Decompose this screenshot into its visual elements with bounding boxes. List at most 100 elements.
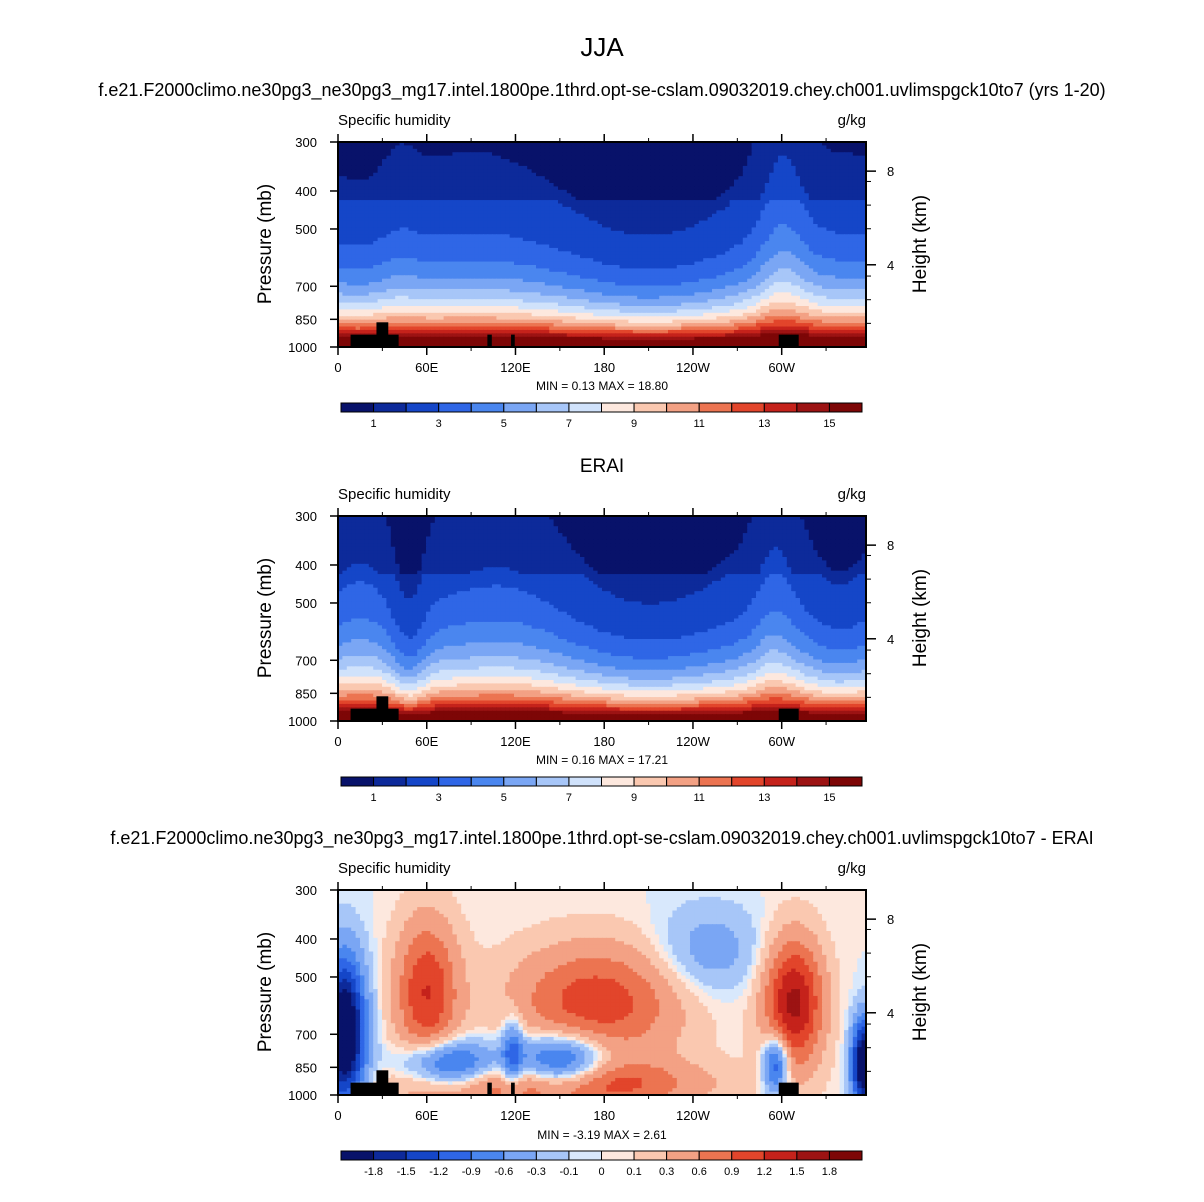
x-tick-label: 180 bbox=[593, 734, 615, 749]
colorbar-box bbox=[373, 402, 407, 413]
y-tick-label: 1000 bbox=[288, 340, 317, 355]
panel-3-colorbar: -1.8 -1.5 -1.2 -0.9 -0.6 -0.3 -0.1 0 0.1 0.3 0.6 0.… bbox=[340, 1150, 863, 1178]
y-tick-label: 700 bbox=[295, 279, 317, 294]
colorbar-label: 9 bbox=[631, 792, 637, 804]
y-tick-label: 1000 bbox=[288, 1088, 317, 1103]
colorbar-box bbox=[340, 776, 375, 787]
colorbar-box bbox=[828, 402, 863, 413]
panel-2-colorbar: 1 3 5 7 9 11 13 15 bbox=[340, 776, 863, 804]
colorbar-box bbox=[470, 776, 505, 787]
panel-2-plot: 0 60E 120E 180 120W 60W 300 400 500 700 850 1000 8 4 bbox=[288, 508, 894, 749]
colorbar-box bbox=[666, 776, 700, 787]
panel-2-variable: Specific humidity bbox=[338, 486, 451, 503]
x-tick-label: 60W bbox=[768, 1108, 795, 1123]
panel-3-ylabel: Pressure (mb) bbox=[255, 932, 276, 1052]
x-tick-label: 120W bbox=[676, 1108, 711, 1123]
colorbar-box bbox=[405, 402, 440, 413]
y-tick-label: 700 bbox=[295, 1027, 317, 1042]
y-tick-label: 300 bbox=[295, 509, 317, 524]
colorbar-box bbox=[828, 776, 863, 787]
colorbar-label: -1.2 bbox=[429, 1166, 448, 1178]
y2-tick-label: 8 bbox=[887, 912, 894, 927]
colorbar-box bbox=[373, 776, 407, 787]
colorbar-box bbox=[438, 1150, 472, 1161]
colorbar-label: 3 bbox=[436, 792, 442, 804]
panel-1-colorbar: 1 3 5 7 9 11 13 15 bbox=[340, 402, 863, 430]
colorbar-box bbox=[373, 1150, 407, 1161]
colorbar-label: 1.8 bbox=[822, 1166, 837, 1178]
y-tick-label: 400 bbox=[295, 932, 317, 947]
panel-1-plot: 0 60E 120E 180 120W 60W 300 400 500 700 850 1000 8 4 bbox=[288, 134, 894, 375]
colorbar-box bbox=[470, 402, 505, 413]
x-tick-label: 60W bbox=[768, 360, 795, 375]
panel-2-units: g/kg bbox=[838, 486, 866, 503]
x-tick-label: 60E bbox=[415, 360, 438, 375]
x-tick-label: 0 bbox=[334, 734, 341, 749]
y-tick-label: 500 bbox=[295, 970, 317, 985]
colorbar-label: 3 bbox=[436, 418, 442, 430]
colorbar-box bbox=[731, 776, 765, 787]
colorbar-box bbox=[438, 776, 472, 787]
colorbar-box bbox=[405, 776, 440, 787]
colorbar-label: 1.2 bbox=[757, 1166, 772, 1178]
colorbar-label: 11 bbox=[693, 418, 704, 430]
colorbar-box bbox=[698, 776, 733, 787]
colorbar-label: -0.3 bbox=[527, 1166, 546, 1178]
panel-2-minmax: MIN = 0.16 MAX = 17.21 bbox=[536, 753, 668, 767]
y-tick-label: 300 bbox=[295, 135, 317, 150]
plot-frame bbox=[337, 515, 867, 722]
colorbar-box bbox=[535, 1150, 570, 1161]
panel-3-units: g/kg bbox=[838, 860, 866, 877]
panel-3: f.e21.F2000climo.ne30pg3_ne30pg3_mg17.in… bbox=[110, 828, 1093, 1178]
colorbar-box bbox=[633, 1150, 668, 1161]
y2-tick-label: 4 bbox=[887, 258, 894, 273]
panel-2-y2label: Height (km) bbox=[910, 569, 931, 667]
panel-1-variable: Specific humidity bbox=[338, 112, 451, 129]
colorbar-label: 11 bbox=[693, 792, 704, 804]
colorbar-box bbox=[568, 776, 602, 787]
colorbar-box bbox=[601, 776, 635, 787]
topography-mask bbox=[350, 696, 799, 721]
colorbar-label: -0.9 bbox=[462, 1166, 481, 1178]
x-tick-label: 60W bbox=[768, 734, 795, 749]
colorbar-box bbox=[763, 776, 798, 787]
colorbar-box bbox=[340, 402, 375, 413]
colorbar-box bbox=[828, 1150, 863, 1161]
colorbar-box bbox=[503, 776, 537, 787]
colorbar-label: 15 bbox=[823, 418, 835, 430]
panel-2-ylabel: Pressure (mb) bbox=[255, 558, 276, 678]
x-tick-label: 60E bbox=[415, 1108, 438, 1123]
panel-3-y2label: Height (km) bbox=[910, 943, 931, 1041]
colorbar-label: -0.1 bbox=[559, 1166, 578, 1178]
colorbar-label: 0.3 bbox=[659, 1166, 674, 1178]
colorbar-label: 13 bbox=[758, 792, 770, 804]
y-tick-label: 400 bbox=[295, 184, 317, 199]
colorbar-box bbox=[405, 1150, 440, 1161]
y-tick-label: 850 bbox=[295, 312, 317, 327]
colorbar-box bbox=[470, 1150, 505, 1161]
topography-mask bbox=[350, 1070, 799, 1095]
x-tick-label: 120W bbox=[676, 360, 711, 375]
colorbar-label: 5 bbox=[501, 418, 507, 430]
colorbar-box bbox=[633, 402, 668, 413]
colorbar-label: 0.1 bbox=[626, 1166, 641, 1178]
colorbar-label: -1.8 bbox=[364, 1166, 383, 1178]
colorbar-box bbox=[503, 402, 537, 413]
panel-3-variable: Specific humidity bbox=[338, 860, 451, 877]
colorbar-box bbox=[796, 1150, 830, 1161]
colorbar-label: 5 bbox=[501, 792, 507, 804]
contour-fill bbox=[338, 516, 867, 722]
colorbar-box bbox=[698, 402, 733, 413]
y2-tick-label: 4 bbox=[887, 632, 894, 647]
x-tick-label: 120E bbox=[500, 734, 531, 749]
colorbar-label: 15 bbox=[823, 792, 835, 804]
y2-tick-label: 8 bbox=[887, 538, 894, 553]
colorbar-box bbox=[731, 402, 765, 413]
panel-1-ylabel: Pressure (mb) bbox=[255, 184, 276, 304]
x-tick-label: 0 bbox=[334, 1108, 341, 1123]
colorbar-box bbox=[796, 776, 830, 787]
plot-frame bbox=[337, 889, 867, 1096]
colorbar-box bbox=[666, 1150, 700, 1161]
colorbar-label: 0.9 bbox=[724, 1166, 739, 1178]
colorbar-label: 1 bbox=[371, 792, 377, 804]
